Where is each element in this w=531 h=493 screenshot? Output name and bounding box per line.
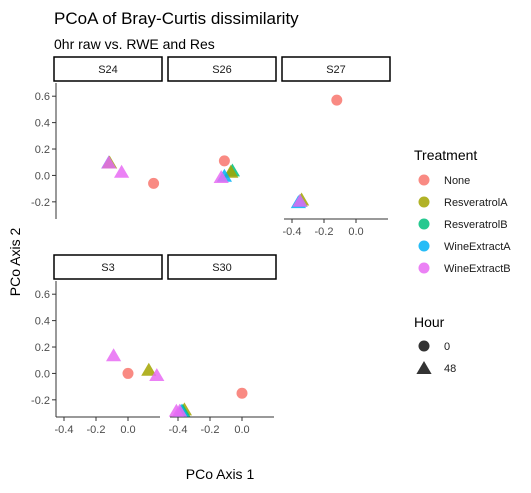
data-point-triangle	[149, 368, 165, 382]
facet-s26: S26	[167, 56, 277, 184]
data-point-triangle	[292, 193, 308, 207]
facet-strip-label: S30	[212, 262, 232, 274]
data-point-circle	[236, 387, 248, 399]
data-point-circle	[218, 155, 230, 167]
facet-strip	[167, 254, 277, 280]
legend-key-resveratrola	[418, 196, 430, 208]
facet-strip-label: S24	[98, 64, 118, 76]
facet-strip	[53, 254, 163, 280]
y-tick-label: 0.4	[35, 316, 50, 328]
x-axis-title: PCo Axis 1	[186, 466, 255, 482]
y-tick-label: 0.0	[35, 368, 50, 380]
data-point-triangle	[114, 164, 130, 178]
facet-s3: S3 -0.2 0.0 0.2 0.4 0.6 -0.4 -0.2 0.0	[31, 254, 165, 436]
legend-label-hour-0: 0	[444, 341, 450, 353]
chart-title: PCoA of Bray-Curtis dissimilarity	[54, 9, 299, 28]
y-tick-label: 0.0	[35, 170, 50, 182]
facet-strip-label: S27	[326, 64, 346, 76]
y-tick-label: 0.2	[35, 144, 50, 156]
legend-title-treatment: Treatment	[414, 147, 477, 163]
data-point-triangle	[106, 348, 122, 362]
x-tick-label: -0.4	[169, 424, 188, 436]
legend-key-wineextracta	[418, 240, 430, 252]
legend: Treatment None ResveratrolA ResveratrolB Win…	[414, 147, 511, 375]
facet-strip-label: S26	[212, 64, 232, 76]
legend-label-wineextractb: WineExtractB	[444, 263, 511, 275]
data-point-circle	[331, 94, 343, 106]
facet-s30: S30 -0.4 -0.2 0.0	[167, 254, 277, 436]
y-tick-label: 0.6	[35, 91, 50, 103]
data-point-triangle	[141, 362, 157, 376]
data-point-triangle	[213, 170, 229, 184]
y-axis-title: PCo Axis 2	[7, 228, 23, 297]
legend-key-hour-0	[418, 340, 430, 352]
x-tick-label: -0.4	[283, 226, 302, 238]
y-tick-label: 0.6	[35, 289, 50, 301]
data-point-circle	[148, 177, 160, 189]
legend-key-none	[418, 174, 430, 186]
legend-label-wineextracta: WineExtractA	[444, 241, 511, 253]
data-point-triangle	[168, 403, 184, 417]
chart-subtitle: 0hr raw vs. RWE and Res	[54, 36, 215, 52]
facet-strip	[53, 56, 163, 82]
facet-panels: S24 -0.2 0.0 0.2 0.4 0.6 S26 S27 -0.4 -0.2 0.0 S3 -0…	[31, 56, 391, 436]
x-tick-label: -0.2	[201, 424, 220, 436]
legend-key-wineextractb	[418, 262, 430, 274]
data-point-triangle	[101, 155, 117, 169]
facet-s27: S27 -0.4 -0.2 0.0	[281, 56, 391, 238]
x-tick-label: -0.2	[315, 226, 334, 238]
facet-strip	[281, 56, 391, 82]
legend-label-resveratrolb: ResveratrolB	[444, 219, 508, 231]
x-tick-label: -0.2	[87, 424, 106, 436]
x-tick-label: 0.0	[234, 424, 249, 436]
facet-strip	[167, 56, 277, 82]
x-tick-label: 0.0	[348, 226, 363, 238]
y-tick-label: -0.2	[31, 395, 50, 407]
legend-title-hour: Hour	[414, 314, 445, 330]
x-tick-label: 0.0	[120, 424, 135, 436]
legend-label-resveratrola: ResveratrolA	[444, 197, 508, 209]
legend-key-hour-48	[416, 361, 432, 374]
x-tick-label: -0.4	[55, 424, 74, 436]
y-tick-label: 0.2	[35, 342, 50, 354]
data-point-circle	[122, 367, 134, 379]
legend-key-resveratrolb	[418, 218, 430, 230]
facet-s24: S24 -0.2 0.0 0.2 0.4 0.6	[31, 56, 163, 219]
legend-label-hour-48: 48	[444, 363, 456, 375]
y-tick-label: 0.4	[35, 118, 50, 130]
y-tick-label: -0.2	[31, 197, 50, 209]
legend-label-none: None	[444, 175, 470, 187]
facet-strip-label: S3	[101, 262, 114, 274]
